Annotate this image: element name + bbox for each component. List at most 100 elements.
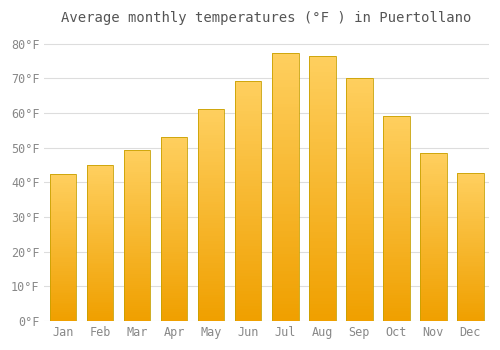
Bar bbox=[420, 281, 446, 283]
Bar bbox=[124, 170, 150, 172]
Bar bbox=[457, 173, 483, 321]
Bar bbox=[124, 206, 150, 208]
Bar bbox=[86, 315, 114, 317]
Bar bbox=[346, 145, 372, 148]
Bar bbox=[346, 312, 372, 315]
Bar bbox=[457, 306, 483, 308]
Bar bbox=[383, 182, 409, 185]
Bar bbox=[346, 224, 372, 227]
Bar bbox=[420, 157, 446, 159]
Bar bbox=[124, 304, 150, 306]
Bar bbox=[124, 184, 150, 187]
Bar bbox=[235, 174, 262, 177]
Bar bbox=[420, 268, 446, 271]
Bar bbox=[272, 204, 298, 207]
Bar bbox=[86, 219, 114, 222]
Bar bbox=[86, 194, 114, 196]
Bar bbox=[420, 190, 446, 192]
Bar bbox=[420, 296, 446, 298]
Bar bbox=[86, 280, 114, 282]
Bar bbox=[50, 258, 76, 260]
Bar bbox=[309, 258, 336, 261]
Bar bbox=[161, 284, 188, 286]
Bar bbox=[383, 265, 409, 267]
Bar bbox=[309, 76, 336, 79]
Bar bbox=[420, 184, 446, 186]
Bar bbox=[86, 288, 114, 290]
Bar bbox=[309, 291, 336, 294]
Bar bbox=[198, 236, 224, 239]
Title: Average monthly temperatures (°F ) in Puertollano: Average monthly temperatures (°F ) in Pu… bbox=[62, 11, 472, 25]
Bar bbox=[198, 196, 224, 199]
Bar bbox=[161, 259, 188, 261]
Bar bbox=[346, 205, 372, 209]
Bar bbox=[235, 267, 262, 270]
Bar bbox=[235, 138, 262, 141]
Bar bbox=[124, 189, 150, 191]
Bar bbox=[272, 60, 298, 63]
Bar bbox=[309, 285, 336, 288]
Bar bbox=[198, 292, 224, 294]
Bar bbox=[124, 229, 150, 231]
Bar bbox=[235, 132, 262, 135]
Bar bbox=[309, 248, 336, 251]
Bar bbox=[420, 161, 446, 163]
Bar bbox=[161, 314, 188, 316]
Bar bbox=[86, 243, 114, 245]
Bar bbox=[50, 223, 76, 225]
Bar bbox=[272, 197, 298, 201]
Bar bbox=[198, 164, 224, 167]
Bar bbox=[457, 232, 483, 234]
Bar bbox=[198, 119, 224, 122]
Bar bbox=[124, 208, 150, 210]
Bar bbox=[346, 199, 372, 202]
Bar bbox=[309, 208, 336, 212]
Bar bbox=[161, 240, 188, 243]
Bar bbox=[161, 229, 188, 231]
Bar bbox=[235, 258, 262, 261]
Bar bbox=[383, 290, 409, 293]
Bar bbox=[50, 212, 76, 214]
Bar bbox=[457, 260, 483, 262]
Bar bbox=[420, 260, 446, 262]
Bar bbox=[198, 162, 224, 164]
Bar bbox=[198, 310, 224, 313]
Bar bbox=[198, 220, 224, 223]
Bar bbox=[457, 277, 483, 279]
Bar bbox=[272, 117, 298, 120]
Bar bbox=[50, 240, 76, 242]
Bar bbox=[161, 183, 188, 185]
Bar bbox=[86, 296, 114, 298]
Bar bbox=[383, 188, 409, 190]
Bar bbox=[161, 270, 188, 273]
Bar bbox=[383, 262, 409, 265]
Bar bbox=[346, 257, 372, 260]
Bar bbox=[383, 128, 409, 131]
Bar bbox=[383, 280, 409, 282]
Bar bbox=[272, 150, 298, 154]
Bar bbox=[50, 303, 76, 304]
Bar bbox=[457, 173, 483, 175]
Bar bbox=[161, 160, 188, 162]
Bar bbox=[86, 241, 114, 243]
Bar bbox=[198, 186, 224, 188]
Bar bbox=[346, 202, 372, 205]
Bar bbox=[86, 303, 114, 306]
Bar bbox=[383, 167, 409, 170]
Bar bbox=[50, 257, 76, 258]
Bar bbox=[124, 231, 150, 233]
Bar bbox=[124, 221, 150, 223]
Bar bbox=[346, 163, 372, 166]
Bar bbox=[198, 279, 224, 281]
Bar bbox=[457, 186, 483, 188]
Bar bbox=[86, 266, 114, 268]
Bar bbox=[235, 237, 262, 240]
Bar bbox=[383, 293, 409, 295]
Bar bbox=[86, 225, 114, 228]
Bar bbox=[198, 255, 224, 257]
Bar bbox=[272, 160, 298, 164]
Bar bbox=[161, 210, 188, 213]
Bar bbox=[346, 315, 372, 318]
Bar bbox=[50, 306, 76, 308]
Bar bbox=[50, 255, 76, 257]
